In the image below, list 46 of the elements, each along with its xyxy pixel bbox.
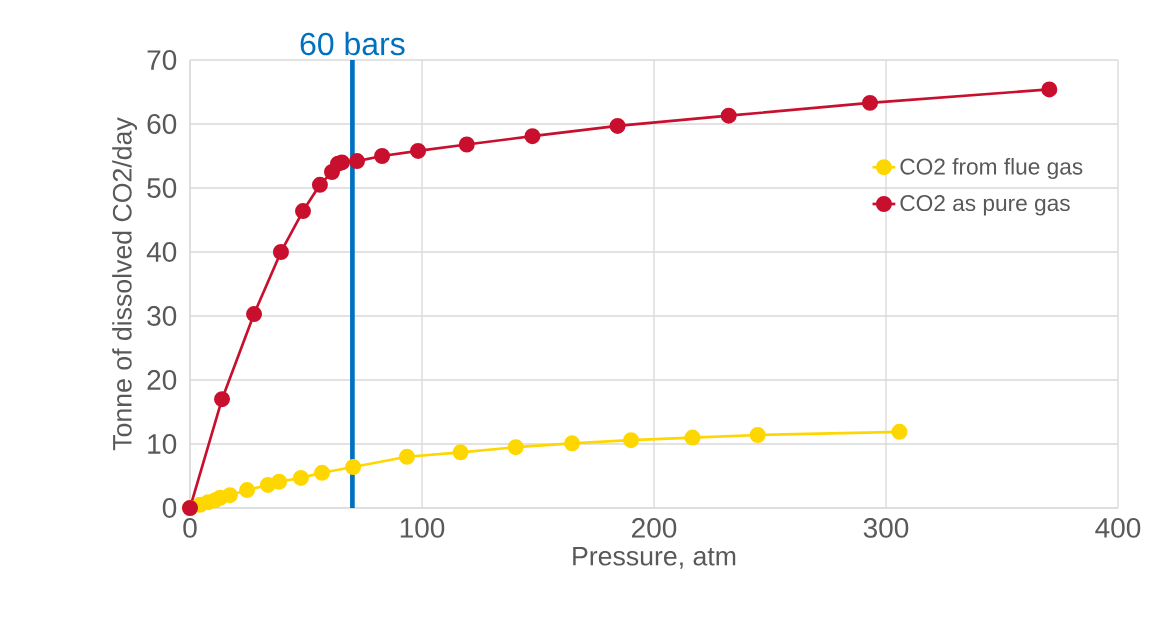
point <box>311 176 328 193</box>
x-tick-label: 300 <box>863 518 909 538</box>
point <box>374 147 391 164</box>
y-tick-label: 40 <box>146 242 177 262</box>
y-tick-label: 0 <box>162 498 177 518</box>
point <box>452 444 469 461</box>
point <box>720 107 737 124</box>
x-tick-label: 100 <box>400 518 445 538</box>
point <box>410 142 427 159</box>
point <box>271 473 288 490</box>
y-tick-label: 30 <box>147 306 177 326</box>
x-axis-title: Pressure, atm <box>573 547 736 569</box>
point <box>861 94 878 111</box>
point <box>221 487 238 504</box>
x-tick-label: 400 <box>1095 518 1141 538</box>
point <box>524 128 541 145</box>
x-tick-label: 200 <box>632 518 677 538</box>
point <box>1041 81 1058 98</box>
y-tick-label: 70 <box>147 50 177 70</box>
point <box>294 203 311 220</box>
point <box>314 464 331 481</box>
y-tick-label: 60 <box>147 114 177 134</box>
point <box>246 306 263 323</box>
y-tick-label: 10 <box>148 434 177 454</box>
y-axis-title: Tonne of dissolved CO2/day <box>112 117 138 451</box>
point <box>891 423 908 440</box>
point <box>749 427 766 444</box>
point <box>564 435 581 452</box>
point <box>609 117 626 134</box>
y-tick-label: 20 <box>147 370 177 390</box>
point <box>398 448 415 465</box>
point <box>623 432 640 449</box>
point <box>272 243 289 260</box>
point <box>214 391 231 408</box>
point <box>507 439 524 456</box>
y-tick-label: 50 <box>147 178 177 198</box>
point <box>345 459 362 476</box>
point <box>239 482 256 499</box>
point <box>292 469 309 486</box>
legend-label: CO2 as pure gas <box>900 195 1070 216</box>
legend-label: CO2 from flue gas <box>900 157 1083 180</box>
x-tick-label: 0 <box>183 518 197 538</box>
point <box>349 153 366 170</box>
point <box>684 429 701 446</box>
ref-line-label: 60 bars <box>300 31 405 56</box>
point <box>458 136 475 153</box>
